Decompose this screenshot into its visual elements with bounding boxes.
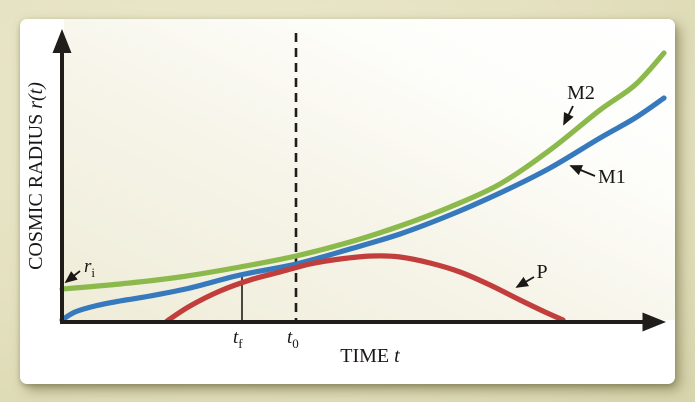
t-f-tick-label: tf — [233, 327, 243, 351]
m1-arrow-icon — [569, 165, 596, 177]
x-axis-label-italic: t — [394, 345, 400, 367]
y-axis-label-italic: r(t) — [25, 82, 47, 109]
curves — [59, 50, 667, 324]
r-i-label: ri — [84, 256, 95, 280]
r-i-arrow-icon — [64, 270, 81, 284]
y-axis-label: COSMIC RADIUS r(t) — [25, 82, 47, 270]
p-curve-label: P — [536, 261, 547, 283]
x-axis-label: TIME t — [340, 345, 400, 367]
m2-arrow-icon — [563, 105, 574, 126]
y-axis-arrowhead-icon — [52, 29, 72, 53]
t-0-tick-label: t0 — [287, 327, 299, 351]
m2-curve-label: M2 — [567, 82, 595, 104]
m1-curve-label: M1 — [598, 166, 626, 188]
p-arrow-icon — [515, 276, 535, 288]
t-f-subscript: f — [238, 336, 243, 351]
curve-M1 — [59, 95, 667, 323]
annotation-arrows — [64, 105, 596, 288]
x-axis-arrowhead-icon — [642, 312, 666, 332]
axes — [52, 29, 666, 332]
r-i-base: r — [84, 256, 92, 277]
curve-P — [164, 253, 566, 324]
x-axis-label-roman: TIME — [340, 345, 394, 367]
t-f-base: t — [233, 327, 239, 348]
r-i-subscript: i — [91, 265, 95, 280]
t-0-base: t — [287, 327, 293, 348]
curve-M2 — [59, 50, 667, 292]
t-0-subscript: 0 — [292, 336, 299, 351]
y-axis-label-roman: COSMIC RADIUS — [25, 109, 47, 270]
